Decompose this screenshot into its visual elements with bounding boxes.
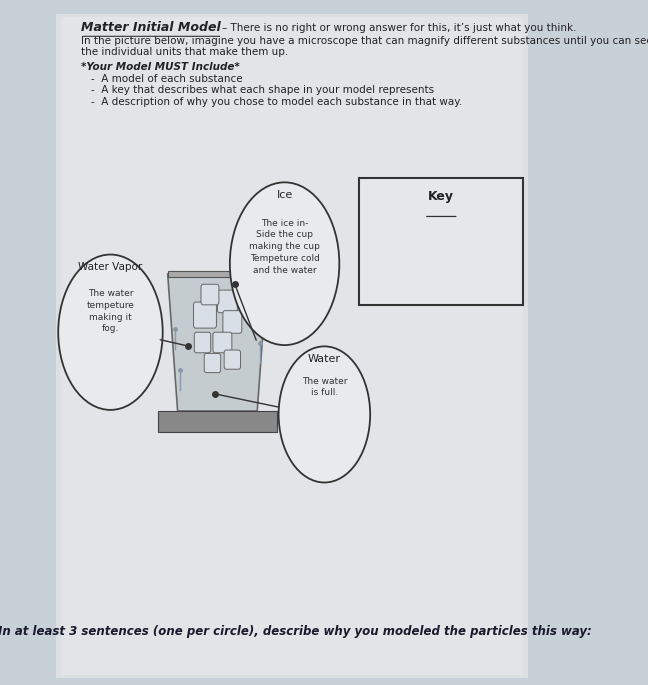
Ellipse shape	[279, 347, 370, 482]
FancyBboxPatch shape	[61, 17, 524, 675]
Text: -  A model of each substance: - A model of each substance	[91, 73, 242, 84]
Text: In at least 3 sentences (one per circle), describe why you modeled the particles: In at least 3 sentences (one per circle)…	[0, 625, 592, 638]
Text: – There is no right or wrong answer for this, it’s just what you think.: – There is no right or wrong answer for …	[222, 23, 577, 33]
Text: The ice in-
Side the cup
making the cup
Tempeture cold
and the water: The ice in- Side the cup making the cup …	[249, 219, 320, 275]
FancyBboxPatch shape	[194, 302, 216, 328]
FancyBboxPatch shape	[56, 14, 528, 678]
Text: Water Vapor: Water Vapor	[78, 262, 143, 272]
Text: -  A key that describes what each shape in your model represents: - A key that describes what each shape i…	[91, 85, 434, 95]
Text: Key: Key	[428, 190, 454, 203]
FancyBboxPatch shape	[218, 290, 237, 312]
Text: In the picture below, imagine you have a microscope that can magnify different s: In the picture below, imagine you have a…	[80, 36, 648, 46]
FancyBboxPatch shape	[204, 353, 221, 373]
FancyBboxPatch shape	[168, 271, 267, 277]
FancyBboxPatch shape	[359, 178, 524, 305]
FancyBboxPatch shape	[157, 411, 277, 432]
Polygon shape	[168, 274, 267, 411]
Text: Matter Initial Model: Matter Initial Model	[80, 21, 220, 34]
Text: *Your Model MUST Include*: *Your Model MUST Include*	[80, 62, 239, 72]
FancyBboxPatch shape	[224, 350, 240, 369]
Text: the individual units that make them up.: the individual units that make them up.	[80, 47, 288, 58]
Ellipse shape	[230, 182, 340, 345]
FancyBboxPatch shape	[194, 332, 211, 353]
FancyBboxPatch shape	[223, 310, 242, 333]
Text: The water
is full.: The water is full.	[301, 377, 347, 397]
FancyBboxPatch shape	[201, 284, 219, 305]
Text: -  A description of why you chose to model each substance in that way.: - A description of why you chose to mode…	[91, 97, 462, 107]
FancyBboxPatch shape	[213, 332, 232, 353]
Text: Water: Water	[308, 353, 341, 364]
Text: The water
tempeture
making it
fog.: The water tempeture making it fog.	[87, 289, 134, 334]
Text: Ice: Ice	[277, 190, 293, 200]
Ellipse shape	[58, 255, 163, 410]
